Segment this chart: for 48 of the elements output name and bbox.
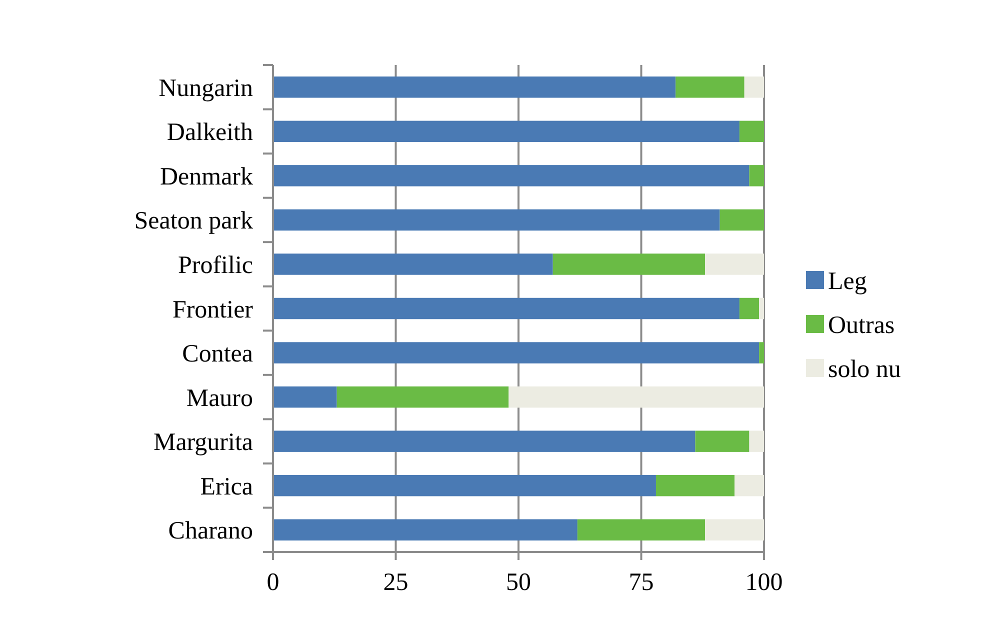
- bar: [273, 298, 740, 320]
- bar: [273, 519, 578, 540]
- bar: [676, 76, 744, 98]
- y-tick-label: Erica: [200, 473, 253, 500]
- bar: [552, 254, 706, 275]
- bar: [273, 254, 553, 275]
- y-tick-label: Charano: [168, 518, 253, 545]
- legend-label: Outras: [828, 312, 895, 339]
- bar: [720, 209, 764, 231]
- bar: [705, 519, 764, 540]
- bar: [705, 254, 764, 275]
- bar: [749, 165, 764, 186]
- legend-label: solo nu: [828, 356, 902, 383]
- y-tick-label: Seaton park: [134, 208, 254, 235]
- bar: [273, 76, 676, 98]
- x-tick-label: 0: [266, 569, 280, 596]
- y-tick-label: Profilic: [178, 252, 253, 279]
- bar: [273, 120, 740, 142]
- bar: [759, 342, 764, 364]
- x-tick-label: 25: [383, 569, 408, 596]
- bar: [759, 298, 764, 320]
- y-tick-label: Contea: [182, 340, 253, 368]
- bar: [734, 474, 764, 496]
- x-tick-label: 75: [628, 569, 654, 596]
- legend-label: Leg: [828, 268, 868, 295]
- bar: [336, 386, 509, 408]
- bar: [739, 120, 764, 142]
- bar: [749, 430, 764, 452]
- y-tick-label: Denmark: [160, 163, 254, 190]
- bar: [577, 519, 706, 540]
- bar: [656, 474, 735, 496]
- x-tick-label: 50: [506, 569, 531, 596]
- bar: [273, 474, 656, 496]
- bar: [273, 209, 720, 231]
- bar: [508, 386, 764, 408]
- bar: [744, 76, 764, 98]
- bar: [273, 386, 337, 408]
- y-tick-label: Mauro: [186, 384, 253, 412]
- y-tick-label: Frontier: [172, 296, 254, 324]
- bar: [273, 165, 750, 186]
- x-tick-label: 100: [745, 569, 783, 596]
- bar: [273, 430, 696, 452]
- y-tick-label: Nungarin: [158, 74, 254, 102]
- bar: [695, 430, 750, 452]
- y-tick-label: Margurita: [153, 429, 253, 456]
- bar: [273, 342, 760, 364]
- bar: [739, 298, 760, 320]
- y-tick-label: Dalkeith: [166, 119, 254, 146]
